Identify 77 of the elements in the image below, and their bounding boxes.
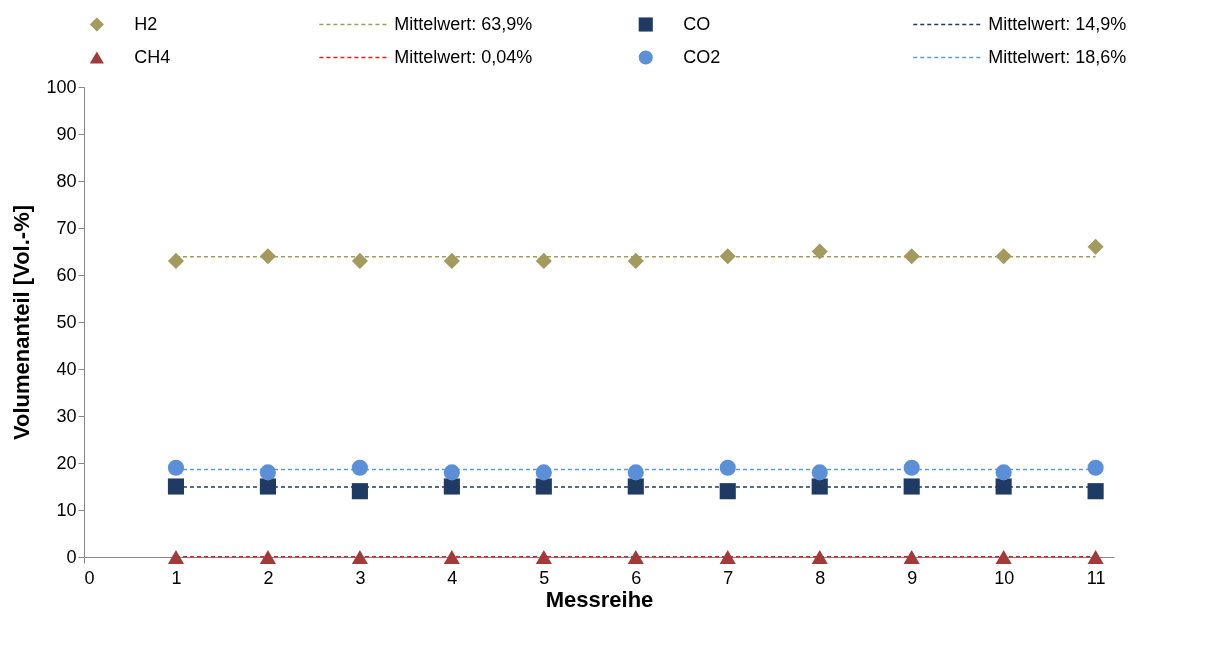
point [259,464,276,481]
point [351,550,368,564]
point [259,550,276,564]
point [535,464,552,481]
point [903,550,920,564]
point [1087,459,1104,476]
legend-label: CH4 [134,46,171,67]
point [351,252,368,269]
x-tick-label: 9 [907,567,918,588]
x-tick-label: 3 [355,567,366,588]
point [535,478,552,495]
y-tick-label: 80 [56,170,77,191]
point [811,243,828,260]
legend-label: Mittelwert: 14,9% [988,13,1127,34]
point [167,459,185,476]
x-tick-label: 6 [631,567,642,588]
y-tick-label: 90 [56,123,77,144]
x-tick-label: 0 [84,567,95,588]
y-tick-label: 40 [56,358,77,379]
point [1087,238,1104,255]
point [351,459,368,476]
point [627,464,644,481]
point [627,252,644,269]
y-axis-title: Volumenanteil [Vol.-%] [9,204,35,441]
y-tick-label: 100 [46,76,77,97]
x-tick-label: 1 [171,567,182,588]
legend-label: CO [683,13,711,34]
legend-label: Mittelwert: 18,6% [988,46,1127,67]
x-tick-label: 8 [815,567,826,588]
point [811,464,828,481]
point [1087,483,1104,500]
point [903,459,920,476]
point [719,483,736,500]
point [259,478,276,495]
point [443,550,460,564]
y-tick-label: 30 [56,405,77,426]
y-tick-label: 10 [56,499,77,520]
legend-label: CO2 [683,46,721,67]
point [259,248,276,265]
x-tick-label: 10 [994,567,1015,588]
point [627,550,644,564]
point [167,550,185,564]
point [443,464,460,481]
legend-label: Mittelwert: 63,9% [394,13,533,34]
point [351,483,368,500]
x-tick-label: 7 [723,567,734,588]
y-tick-label: 20 [56,452,77,473]
x-axis-title: Messreihe [545,586,654,612]
point [535,550,552,564]
x-tick-label: 2 [263,567,274,588]
point [995,478,1012,495]
x-tick-label: 4 [447,567,458,588]
y-tick-label: 70 [56,217,77,238]
point [719,550,736,564]
point [995,248,1012,265]
point [443,252,460,269]
point [719,248,736,265]
x-tick-label: 5 [539,567,550,588]
point [535,252,552,269]
point [903,248,920,265]
point [1087,550,1104,564]
y-tick-label: 50 [56,311,77,332]
point [443,478,460,495]
legend-label: Mittelwert: 0,04% [394,46,533,67]
legend-label: H2 [134,13,158,34]
point [903,478,920,495]
point [719,459,736,476]
point [167,478,185,495]
y-tick-label: 0 [66,546,77,567]
point [811,478,828,495]
point [995,550,1012,564]
point [627,478,644,495]
point [995,464,1012,481]
x-tick-label: 11 [1086,567,1106,588]
point [167,252,185,269]
y-tick-label: 60 [56,264,77,285]
point [811,550,828,564]
